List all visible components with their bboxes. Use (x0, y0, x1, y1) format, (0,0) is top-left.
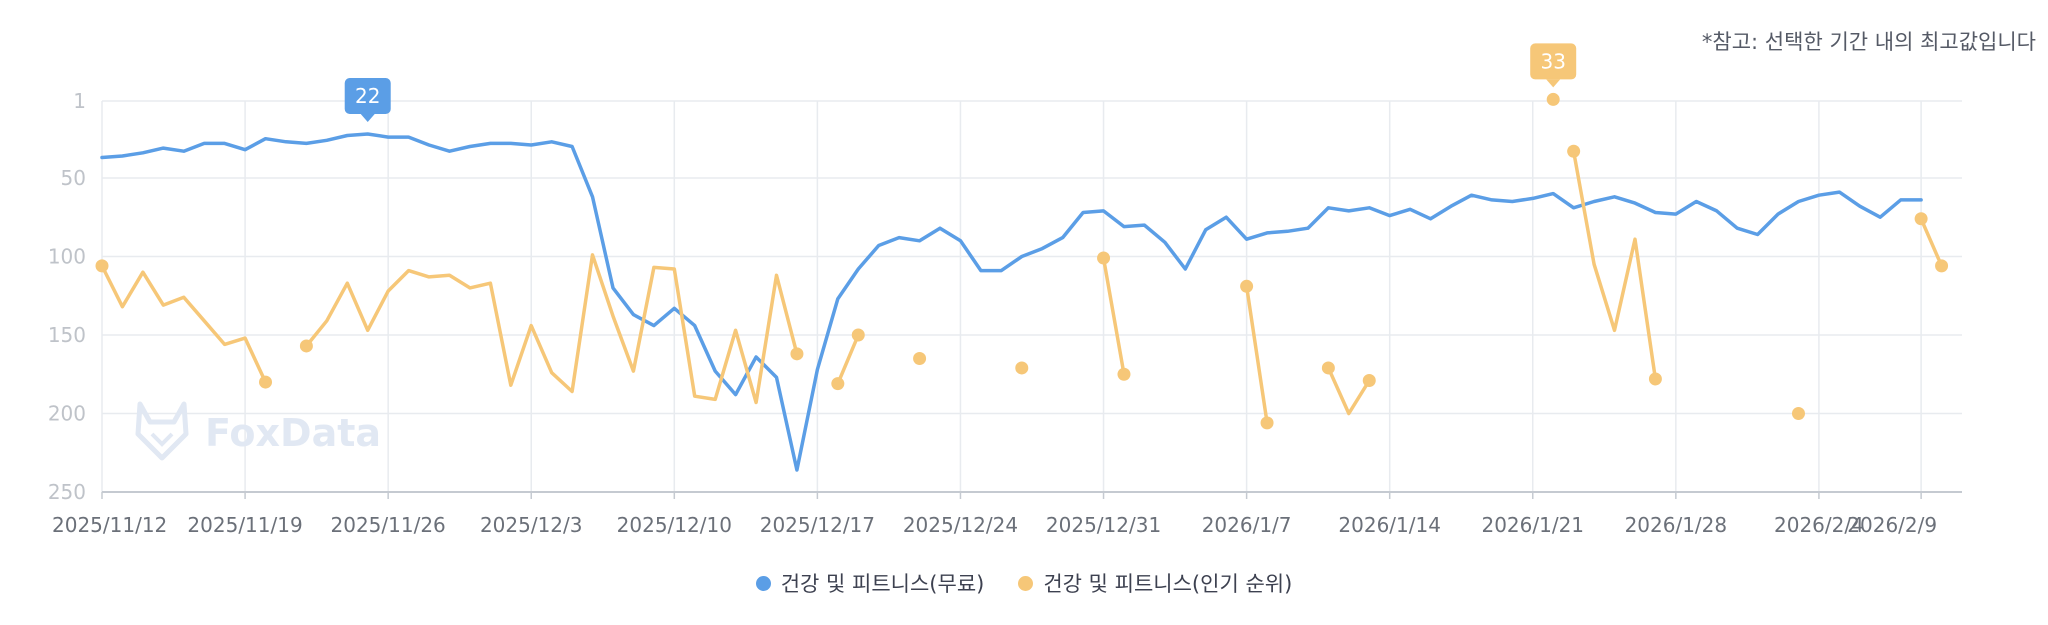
series-line-2 (1571, 149, 1658, 381)
peak-callout-2: 33 (1530, 43, 1577, 106)
series-line-2 (1101, 256, 1126, 376)
series-line-2 (100, 264, 268, 384)
series-line-2 (1244, 284, 1269, 425)
data-point[interactable] (831, 377, 845, 391)
legend-item-popular[interactable]: 건강 및 피트니스(인기 순위) (1018, 568, 1292, 598)
legend: 건강 및 피트니스(무료) 건강 및 피트니스(인기 순위) (0, 568, 2048, 598)
legend-dot-blue (755, 575, 771, 591)
data-point[interactable] (95, 259, 109, 273)
chart-note: *참고: 선택한 기간 내의 최고값입니다 (1701, 30, 2036, 54)
watermark-text: FoxData (205, 411, 381, 455)
data-point[interactable] (1567, 144, 1581, 158)
callout-pointer (360, 113, 375, 122)
series-line-1 (100, 132, 1923, 472)
series-line-2 (836, 333, 861, 386)
y-tick-label: 200 (48, 401, 86, 425)
series-points (95, 144, 1949, 430)
callout-pointer (1546, 79, 1561, 88)
peak-point[interactable] (1546, 92, 1560, 106)
series-line-2 (1919, 217, 1944, 268)
data-point[interactable] (913, 352, 927, 366)
y-tick-label: 50 (61, 166, 86, 190)
series-line-2 (304, 253, 799, 405)
data-point[interactable] (1117, 367, 1131, 381)
x-tick-label: 2025/12/3 (480, 513, 583, 537)
legend-label: 건강 및 피트니스(무료) (780, 572, 985, 596)
y-tick-label: 1 (73, 89, 86, 113)
x-tick-label: 2025/11/19 (187, 513, 302, 537)
data-point[interactable] (259, 375, 273, 389)
legend-item-free[interactable]: 건강 및 피트니스(무료) (755, 568, 985, 598)
series-line-2 (1326, 366, 1372, 416)
x-tick-label: 2025/12/31 (1046, 513, 1161, 537)
peak-callouts: 22 33 (344, 43, 1577, 122)
y-tick-label: 100 (48, 244, 86, 268)
data-point[interactable] (1015, 361, 1029, 375)
x-tick-label: 2025/11/12 (52, 513, 167, 537)
x-tick-label: 2026/1/14 (1338, 513, 1441, 537)
data-point[interactable] (1260, 416, 1274, 430)
data-point[interactable] (1321, 361, 1335, 375)
y-tick-label: 150 (48, 323, 86, 347)
legend-dot-orange (1018, 575, 1034, 591)
data-point[interactable] (299, 339, 313, 353)
series-lines (100, 132, 1944, 472)
callout-label: 22 (355, 84, 380, 108)
x-tick-label: 2025/12/17 (760, 513, 875, 537)
x-tick-label: 2025/12/24 (903, 513, 1018, 537)
data-point[interactable] (1240, 279, 1254, 293)
peak-callout-1: 22 (344, 77, 391, 122)
callout-label: 33 (1540, 49, 1565, 73)
x-tick-label: 2025/12/10 (617, 513, 732, 537)
x-tick-label: 2026/1/28 (1625, 513, 1728, 537)
data-point[interactable] (1791, 406, 1805, 420)
x-tick-label: 2026/2/9 (1847, 513, 1937, 537)
data-point[interactable] (790, 347, 804, 361)
data-point[interactable] (1914, 212, 1928, 226)
y-tick-label: 250 (48, 480, 86, 504)
legend-label: 건강 및 피트니스(인기 순위) (1043, 572, 1293, 596)
data-point[interactable] (1935, 259, 1949, 273)
data-point[interactable] (1648, 372, 1662, 386)
data-point[interactable] (851, 328, 865, 342)
x-tick-label: 2026/2/4 (1774, 513, 1864, 537)
x-tick-label: 2026/1/7 (1202, 513, 1292, 537)
x-tick-label: 2025/11/26 (331, 513, 446, 537)
x-tick-label: 2026/1/21 (1481, 513, 1584, 537)
watermark: FoxData (135, 401, 381, 461)
data-point[interactable] (1097, 251, 1111, 265)
x-axis: 2025/11/12 2025/11/19 2025/11/26 2025/12/3 2… (52, 491, 1962, 537)
fox-logo-icon (135, 401, 189, 461)
callout-box (1530, 43, 1577, 80)
data-point[interactable] (1362, 374, 1376, 388)
callout-box (344, 77, 391, 114)
